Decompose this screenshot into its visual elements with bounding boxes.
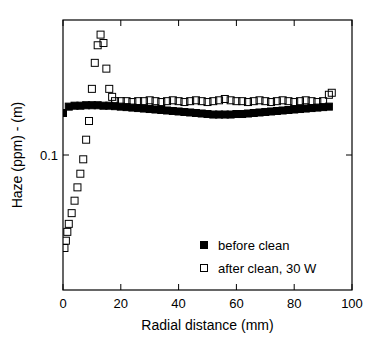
data-point [65, 220, 72, 227]
legend-label: before clean [218, 238, 290, 253]
x-tick [120, 284, 121, 290]
legend: before clean after clean, 30 W [201, 238, 317, 276]
x-tick-label: 60 [229, 296, 243, 311]
data-point [71, 197, 78, 204]
data-point [97, 31, 104, 38]
plot-frame [63, 20, 352, 290]
x-tick-top [352, 20, 353, 26]
data-point [68, 210, 75, 217]
data-point [91, 59, 98, 66]
x-tick-top [178, 20, 179, 26]
data-point [64, 228, 71, 235]
data-point [83, 136, 90, 143]
data-point [325, 91, 332, 98]
data-point [88, 85, 95, 92]
x-tick-label: 0 [59, 296, 66, 311]
x-tick-top [120, 20, 121, 26]
data-point [109, 93, 116, 100]
y-tick-right [346, 155, 352, 156]
y-tick-label: 0.1 [40, 148, 58, 163]
data-point [103, 65, 110, 72]
background [0, 0, 375, 346]
legend-marker [201, 242, 208, 249]
data-point [74, 184, 81, 191]
x-tick-top [294, 20, 295, 26]
x-tick [352, 284, 353, 290]
x-tick [236, 284, 237, 290]
x-tick-top [63, 20, 64, 26]
x-tick [63, 284, 64, 290]
x-tick-label: 80 [287, 296, 301, 311]
data-point [80, 156, 87, 163]
series [63, 31, 335, 251]
data-point [63, 237, 69, 244]
x-tick-label: 40 [171, 296, 185, 311]
x-tick-top [236, 20, 237, 26]
plot-area [63, 31, 335, 251]
x-axis-label: Radial distance (mm) [141, 317, 273, 333]
x-tick-label: 100 [341, 296, 363, 311]
x-tick [294, 284, 295, 290]
data-point [86, 117, 93, 124]
chart: 0 20 40 60 80 100 0.1 Radial distance (mm) Haze … [0, 0, 375, 346]
legend-marker [201, 265, 208, 272]
data-point [100, 40, 107, 47]
data-point [63, 244, 68, 251]
legend-label: after clean, 30 W [218, 261, 317, 276]
y-tick [63, 155, 69, 156]
x-tick [178, 284, 179, 290]
data-point [328, 89, 335, 96]
data-point [106, 85, 113, 92]
data-point [77, 170, 84, 177]
y-axis-label: Haze (ppm) - (m) [9, 102, 25, 209]
x-tick-label: 20 [114, 296, 128, 311]
